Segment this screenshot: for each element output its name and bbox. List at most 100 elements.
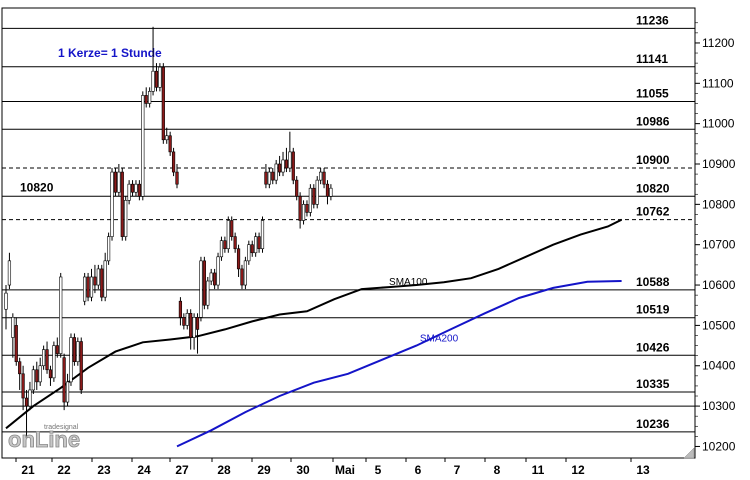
x-tick-label: 8 xyxy=(494,463,501,477)
candle-body xyxy=(230,220,234,237)
candle-body xyxy=(319,171,323,181)
candle-body xyxy=(117,171,121,193)
candle-body xyxy=(243,260,248,286)
level-label: 10588 xyxy=(636,275,670,289)
candle-body xyxy=(250,244,254,254)
candle-body xyxy=(322,171,326,185)
candle-body xyxy=(148,91,152,104)
candle-body xyxy=(329,187,333,197)
candle-body xyxy=(247,244,251,262)
x-tick-label: 24 xyxy=(137,463,151,477)
level-label: 10986 xyxy=(636,114,670,128)
candle-body xyxy=(4,292,8,310)
x-tick-label: 21 xyxy=(21,463,35,477)
candle-body xyxy=(144,95,148,104)
candle-body xyxy=(151,70,155,92)
candle-body xyxy=(233,236,237,250)
level-label: 10236 xyxy=(636,417,670,431)
candle-body xyxy=(83,276,87,302)
candle-body xyxy=(154,70,159,88)
candle-body xyxy=(79,341,83,391)
level-label: 10519 xyxy=(636,303,670,317)
x-tick-label: 7 xyxy=(454,463,461,477)
candle-body xyxy=(291,151,295,181)
candle-body xyxy=(31,369,35,391)
candle-body xyxy=(213,272,217,286)
candle-body xyxy=(202,260,206,306)
level-label: 10426 xyxy=(636,340,670,354)
candle-body xyxy=(38,365,42,383)
y-tick-label: 10600 xyxy=(702,278,736,292)
candle-body xyxy=(113,171,118,193)
candle-body xyxy=(103,260,107,298)
y-tick-label: 10500 xyxy=(702,318,736,332)
candle-body xyxy=(18,361,22,375)
candle-body xyxy=(260,220,265,250)
candle-body xyxy=(86,276,90,298)
candle-body xyxy=(134,183,138,193)
candle-body xyxy=(308,187,312,213)
candle-body xyxy=(185,312,189,326)
candle-body xyxy=(14,325,18,363)
candle-body xyxy=(124,200,128,237)
candle-body xyxy=(45,349,49,371)
candle-body xyxy=(161,66,165,141)
candle-body xyxy=(65,381,70,403)
candle-body xyxy=(288,151,292,169)
candle-body xyxy=(89,276,94,298)
candle-body xyxy=(175,171,179,185)
candle-body xyxy=(55,345,59,354)
candle-body xyxy=(141,95,145,197)
candle-body xyxy=(24,397,29,407)
x-tick-label: 30 xyxy=(296,463,310,477)
candle-body xyxy=(236,248,241,270)
candle-body xyxy=(158,66,162,88)
candle-body xyxy=(223,240,227,250)
candle-body xyxy=(206,280,210,306)
sma-line-sma200 xyxy=(176,280,622,448)
candle-body xyxy=(199,260,203,318)
candle-body xyxy=(240,268,244,286)
candle-body xyxy=(11,317,15,338)
candle-body xyxy=(93,276,97,286)
candle-body xyxy=(257,236,261,250)
y-tick-label: 10300 xyxy=(702,399,736,413)
y-tick-label: 10800 xyxy=(702,197,736,211)
candle-body xyxy=(284,159,289,169)
resize-grip-icon xyxy=(683,447,695,459)
candle-body xyxy=(178,300,183,318)
candle-body xyxy=(96,268,100,286)
level-label: 11236 xyxy=(636,13,669,27)
candle-body xyxy=(264,171,268,185)
level-label: 11055 xyxy=(636,86,669,100)
candle-body xyxy=(271,171,275,181)
level-label: 10762 xyxy=(636,205,670,219)
candle-body xyxy=(100,268,104,298)
x-tick-label: 29 xyxy=(257,463,271,477)
candle-body xyxy=(76,341,80,363)
candle-body xyxy=(21,373,25,399)
candle-body xyxy=(267,171,271,185)
candle-body xyxy=(72,337,76,363)
candle-body xyxy=(28,389,32,407)
candle-body xyxy=(216,256,220,286)
y-tick-label: 11000 xyxy=(702,117,735,131)
y-tick-label: 10200 xyxy=(702,439,736,453)
candle-body xyxy=(69,337,73,383)
candle-body xyxy=(192,317,196,338)
candle-body xyxy=(195,317,200,330)
candle-body xyxy=(127,183,131,201)
candle-body xyxy=(219,240,224,258)
candle-body xyxy=(298,195,302,221)
candle-body xyxy=(130,183,135,193)
y-tick-label: 11100 xyxy=(702,76,734,90)
candle-body xyxy=(209,272,213,282)
candle-body xyxy=(35,369,39,383)
level-label: 10820 xyxy=(636,181,670,195)
x-tick-label: 28 xyxy=(217,463,231,477)
y-tick-label: 10700 xyxy=(702,238,736,252)
plot-area xyxy=(1,7,696,459)
candle-body xyxy=(137,183,141,197)
candle-body xyxy=(62,357,66,403)
